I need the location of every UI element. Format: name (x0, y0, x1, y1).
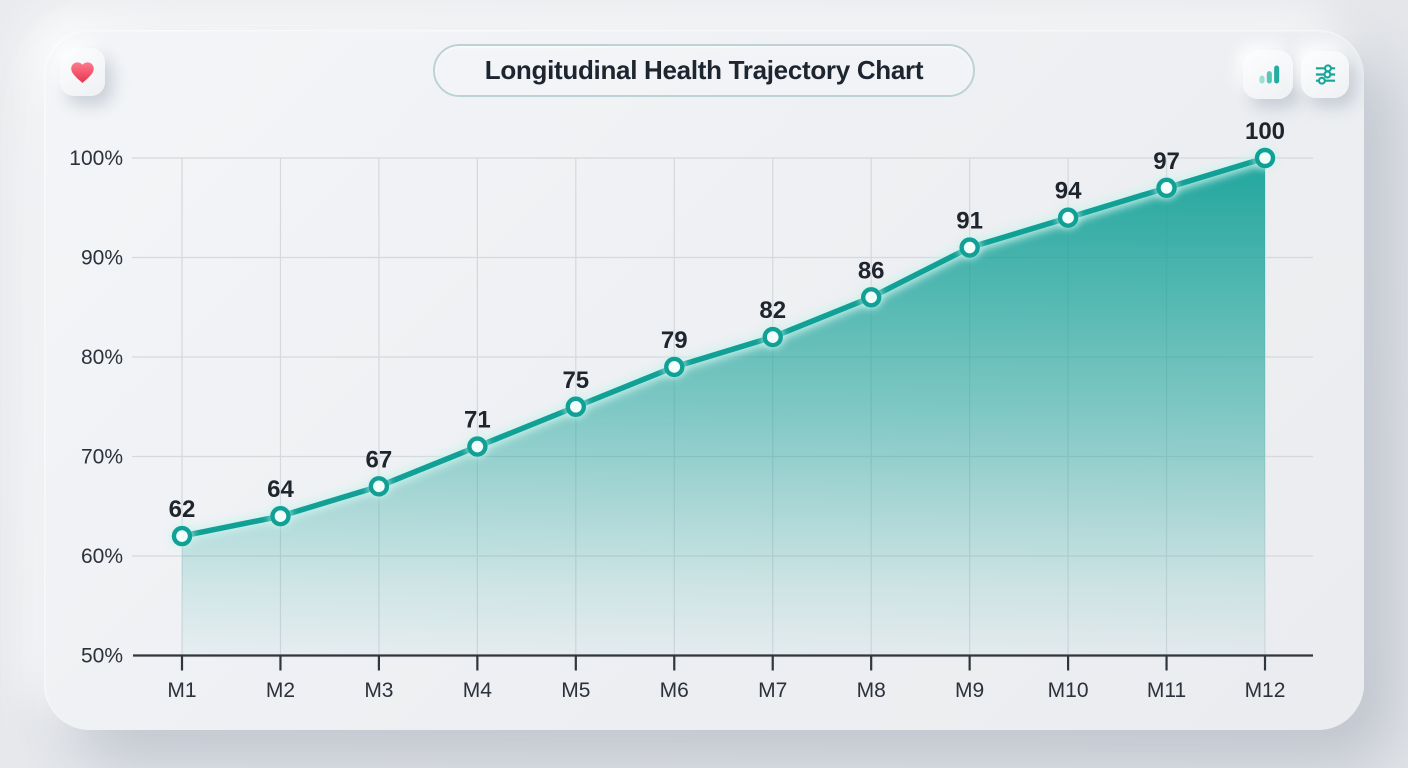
y-tick-label: 100% (69, 147, 123, 170)
value-label: 94 (1055, 178, 1082, 205)
data-point-marker[interactable] (171, 525, 193, 547)
data-point-marker[interactable] (1057, 207, 1079, 228)
data-point-marker[interactable] (270, 506, 291, 527)
x-tick-label: M5 (561, 679, 590, 702)
filter-settings-button[interactable] (1301, 51, 1349, 98)
sliders-icon (1315, 64, 1335, 85)
data-point-marker[interactable] (1156, 177, 1177, 199)
value-label: 100 (1245, 118, 1285, 145)
data-point-marker[interactable] (664, 356, 685, 378)
area-fill (182, 158, 1265, 658)
value-label: 82 (759, 297, 786, 324)
trend-line (179, 155, 1268, 539)
chart-view-button[interactable] (1243, 50, 1293, 99)
value-label: 71 (464, 407, 491, 434)
value-label: 75 (562, 367, 589, 394)
x-tick-label: M10 (1048, 679, 1089, 702)
y-tick-label: 70% (81, 446, 123, 469)
x-tick-label: M4 (463, 679, 492, 702)
x-tick-label: M11 (1147, 679, 1186, 702)
data-point-marker[interactable] (467, 436, 488, 457)
page-title: Longitudinal Health Trajectory Chart (484, 55, 924, 85)
x-tick-label: M1 (167, 679, 196, 702)
bar-chart-icon (1259, 65, 1279, 84)
value-label: 64 (267, 476, 294, 503)
x-tick-label: M9 (955, 679, 984, 702)
data-point-marker[interactable] (762, 326, 783, 348)
x-tick-label: M12 (1245, 679, 1286, 702)
y-tick-label: 80% (81, 346, 123, 369)
chart-title-pill: Longitudinal Health Trajectory Chart (433, 44, 975, 97)
data-point-marker[interactable] (1254, 147, 1276, 169)
x-tick-label: M6 (660, 679, 689, 702)
value-label: 86 (858, 257, 885, 284)
data-point-marker[interactable] (565, 396, 587, 417)
x-tick-label: M3 (364, 679, 393, 702)
y-tick-label: 60% (81, 545, 123, 568)
data-point-marker[interactable] (860, 287, 882, 308)
value-label: 79 (661, 327, 688, 354)
data-point-marker[interactable] (959, 237, 980, 258)
y-tick-label: 90% (81, 247, 123, 270)
value-label: 62 (169, 496, 196, 523)
favorite-button[interactable] (60, 48, 105, 96)
x-tick-label: M2 (266, 679, 295, 702)
y-tick-label: 50% (81, 645, 123, 668)
value-label: 91 (956, 208, 983, 235)
x-tick-label: M8 (857, 679, 886, 702)
value-label: 97 (1153, 148, 1180, 175)
heart-icon (71, 61, 94, 83)
value-label: 67 (366, 446, 393, 473)
data-point-marker[interactable] (368, 476, 390, 497)
x-tick-label: M7 (758, 679, 787, 702)
